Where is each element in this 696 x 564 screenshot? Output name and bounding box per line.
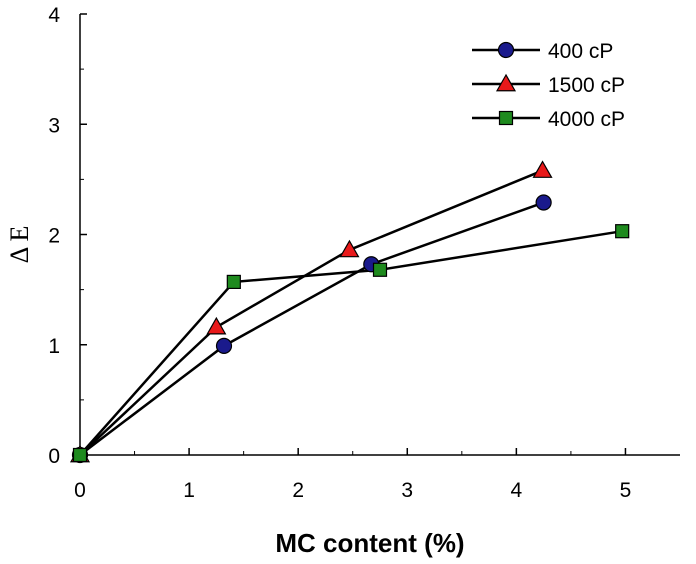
legend-label: 1500 cP (548, 74, 625, 97)
data-point-400-cp (535, 194, 552, 211)
x-tick-label: 2 (292, 479, 304, 502)
data-point-1500-cp (339, 239, 360, 258)
legend-label: 400 cP (548, 40, 613, 63)
legend-item: 1500 cP (472, 73, 625, 97)
data-point-1500-cp (532, 160, 553, 178)
x-tick-label: 3 (401, 479, 413, 502)
data-point-1500-cp (206, 316, 227, 335)
y-tick-label: 3 (48, 114, 60, 137)
y-tick-label: 1 (48, 335, 60, 358)
data-point-4000-cp (226, 274, 241, 290)
data-point-4000-cp (372, 262, 388, 277)
y-tick-label: 2 (48, 225, 60, 248)
x-tick-label: 4 (511, 479, 523, 502)
legend-label: 4000 cP (548, 108, 625, 131)
x-tick-label: 5 (620, 479, 632, 502)
data-point-400-cp (215, 337, 233, 354)
legend: 400 cP 1500 cP 4000 cP (472, 40, 625, 131)
series-layer (69, 160, 630, 464)
series-line-4000-cp (79, 229, 623, 456)
y-tick-label: 4 (48, 4, 60, 27)
legend-marker-square (498, 110, 514, 126)
data-point-4000-cp (615, 224, 630, 239)
legend-marker-triangle (495, 73, 517, 92)
x-axis-title: MC content (%) (275, 528, 464, 558)
ticks: 0 1 2 3 4 5 0 1 2 3 4 (48, 4, 631, 502)
x-tick-label: 0 (74, 479, 86, 502)
legend-marker-circle (497, 41, 515, 59)
legend-item: 4000 cP (472, 108, 625, 131)
data-point-4000-cp (72, 447, 88, 463)
legend-item: 400 cP (472, 40, 613, 63)
series-lines (79, 169, 623, 456)
x-tick-label: 1 (183, 479, 195, 502)
series-line-400-cp (79, 201, 545, 456)
y-axis-title: Δ E (5, 226, 34, 264)
y-tick-label: 0 (48, 445, 60, 468)
series-line-1500-cp (79, 169, 544, 456)
series-markers (69, 160, 630, 464)
